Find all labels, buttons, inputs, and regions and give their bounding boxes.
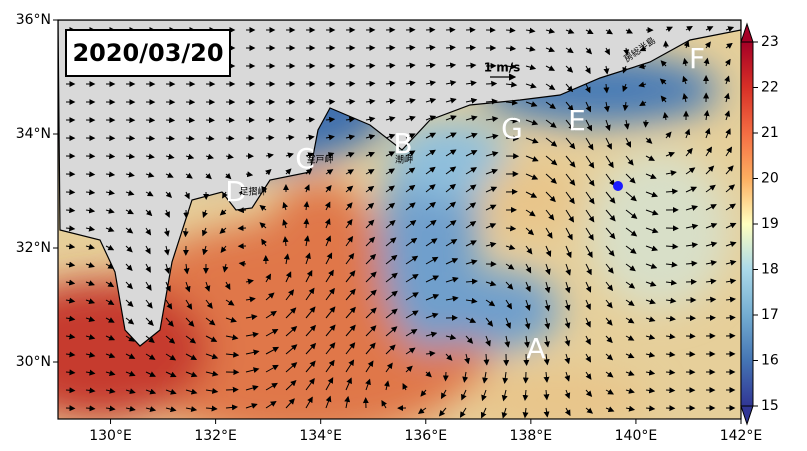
current-arrow [346,101,354,102]
current-arrow [306,119,314,120]
region-label: F [689,42,705,75]
current-arrow [666,390,674,391]
current-arrow [86,174,94,175]
x-tick-label: 132°E [194,428,237,444]
date: 2020/03/20 [72,39,223,67]
current-arrow [446,47,455,48]
colorbar-extend-max [741,24,753,42]
scale-label: 1 m/s [484,61,521,75]
colorbar-tick-label: 22 [761,80,779,96]
current-arrow [386,65,395,66]
x-tick-label: 140°E [615,428,658,444]
current-arrow [666,372,674,373]
colorbar-tick-label: 23 [761,34,779,50]
sst-field [0,20,741,440]
current-arrow [66,210,74,211]
place-name: 潮岬 [395,154,413,166]
current-arrow [486,83,496,84]
current-arrow [726,317,735,318]
colorbar [741,42,753,406]
current-arrow [106,156,114,157]
colorbar-tick-label: 21 [761,125,779,141]
colorbar-tick-label: 17 [761,307,779,323]
current-arrow [406,47,415,48]
colorbar-tick-label: 18 [761,262,779,278]
x-tick-label: 136°E [404,428,447,444]
current-arrow [426,47,435,48]
place-name: 室戸岬 [306,154,333,166]
region-label: E [568,104,586,137]
colorbar-tick-label: 16 [761,353,779,369]
region-label: G [501,112,523,145]
colorbar-tick-label: 20 [761,171,779,187]
y-tick-label: 36°N [16,12,51,28]
current-arrow [226,138,234,139]
current-arrow [706,299,715,300]
place-name: 足摺岬 [239,186,266,198]
y-tick-label: 34°N [16,126,51,142]
current-arrow [366,83,374,84]
y-tick-label: 30°N [16,354,51,370]
current-arrow [239,210,246,211]
current-arrow [506,30,515,31]
current-arrow [185,228,186,236]
y-tick-label: 32°N [16,240,51,256]
site-marker [613,181,623,191]
current-arrow [66,390,74,391]
colorbar-tick-label: 19 [761,216,779,232]
x-tick-label: 138°E [510,428,553,444]
x-tick-label: 130°E [89,428,132,444]
region-label: A [526,332,545,365]
current-arrow [146,138,154,139]
x-tick-label: 142°E [720,428,763,444]
x-tick-label: 134°E [299,428,342,444]
colorbar-extend-min [741,406,753,424]
colorbar-tick-label: 15 [761,398,779,414]
